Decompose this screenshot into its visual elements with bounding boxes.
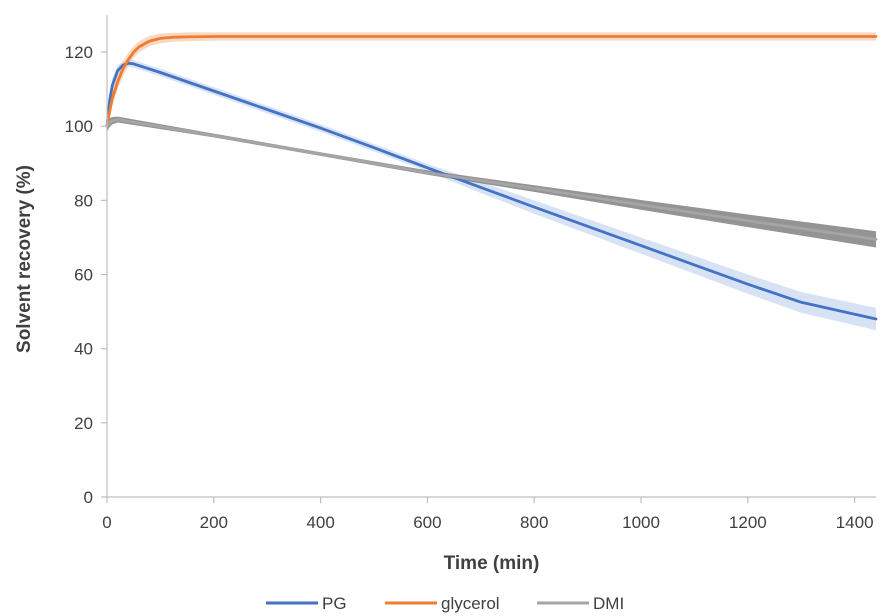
- legend-label-glycerol: glycerol: [441, 594, 500, 613]
- x-tick-label: 400: [306, 513, 334, 532]
- y-tick-label: 20: [74, 414, 93, 433]
- y-axis-ticks: 0 20 40 60 80 100 120: [65, 43, 107, 507]
- glycerol-confidence-band: [107, 32, 876, 130]
- y-tick-label: 120: [65, 43, 93, 62]
- y-tick-label: 60: [74, 266, 93, 285]
- x-tick-label: 0: [102, 513, 111, 532]
- y-tick-label: 100: [65, 117, 93, 136]
- x-tick-label: 800: [520, 513, 548, 532]
- pg-series-line: [105, 61, 878, 321]
- x-tick-label: 1400: [836, 513, 874, 532]
- x-axis-title: Time (min): [444, 553, 540, 574]
- x-tick-label: 200: [200, 513, 228, 532]
- y-axis-title: Solvent recovery (%): [14, 165, 35, 353]
- dmi-series-line: [105, 118, 878, 241]
- glycerol-series-line: [105, 35, 878, 128]
- x-tick-label: 1000: [622, 513, 660, 532]
- legend-label-pg: PG: [322, 594, 347, 613]
- y-tick-label: 40: [74, 340, 93, 359]
- x-tick-label: 1200: [729, 513, 767, 532]
- x-axis-ticks: 0 200 400 600 800 1000 1200 1400: [102, 497, 874, 532]
- plot-area: [105, 32, 878, 331]
- legend-label-dmi: DMI: [593, 594, 624, 613]
- y-tick-label: 0: [84, 488, 93, 507]
- y-tick-label: 80: [74, 191, 93, 210]
- x-tick-label: 600: [413, 513, 441, 532]
- legend: PG glycerol DMI: [266, 594, 624, 613]
